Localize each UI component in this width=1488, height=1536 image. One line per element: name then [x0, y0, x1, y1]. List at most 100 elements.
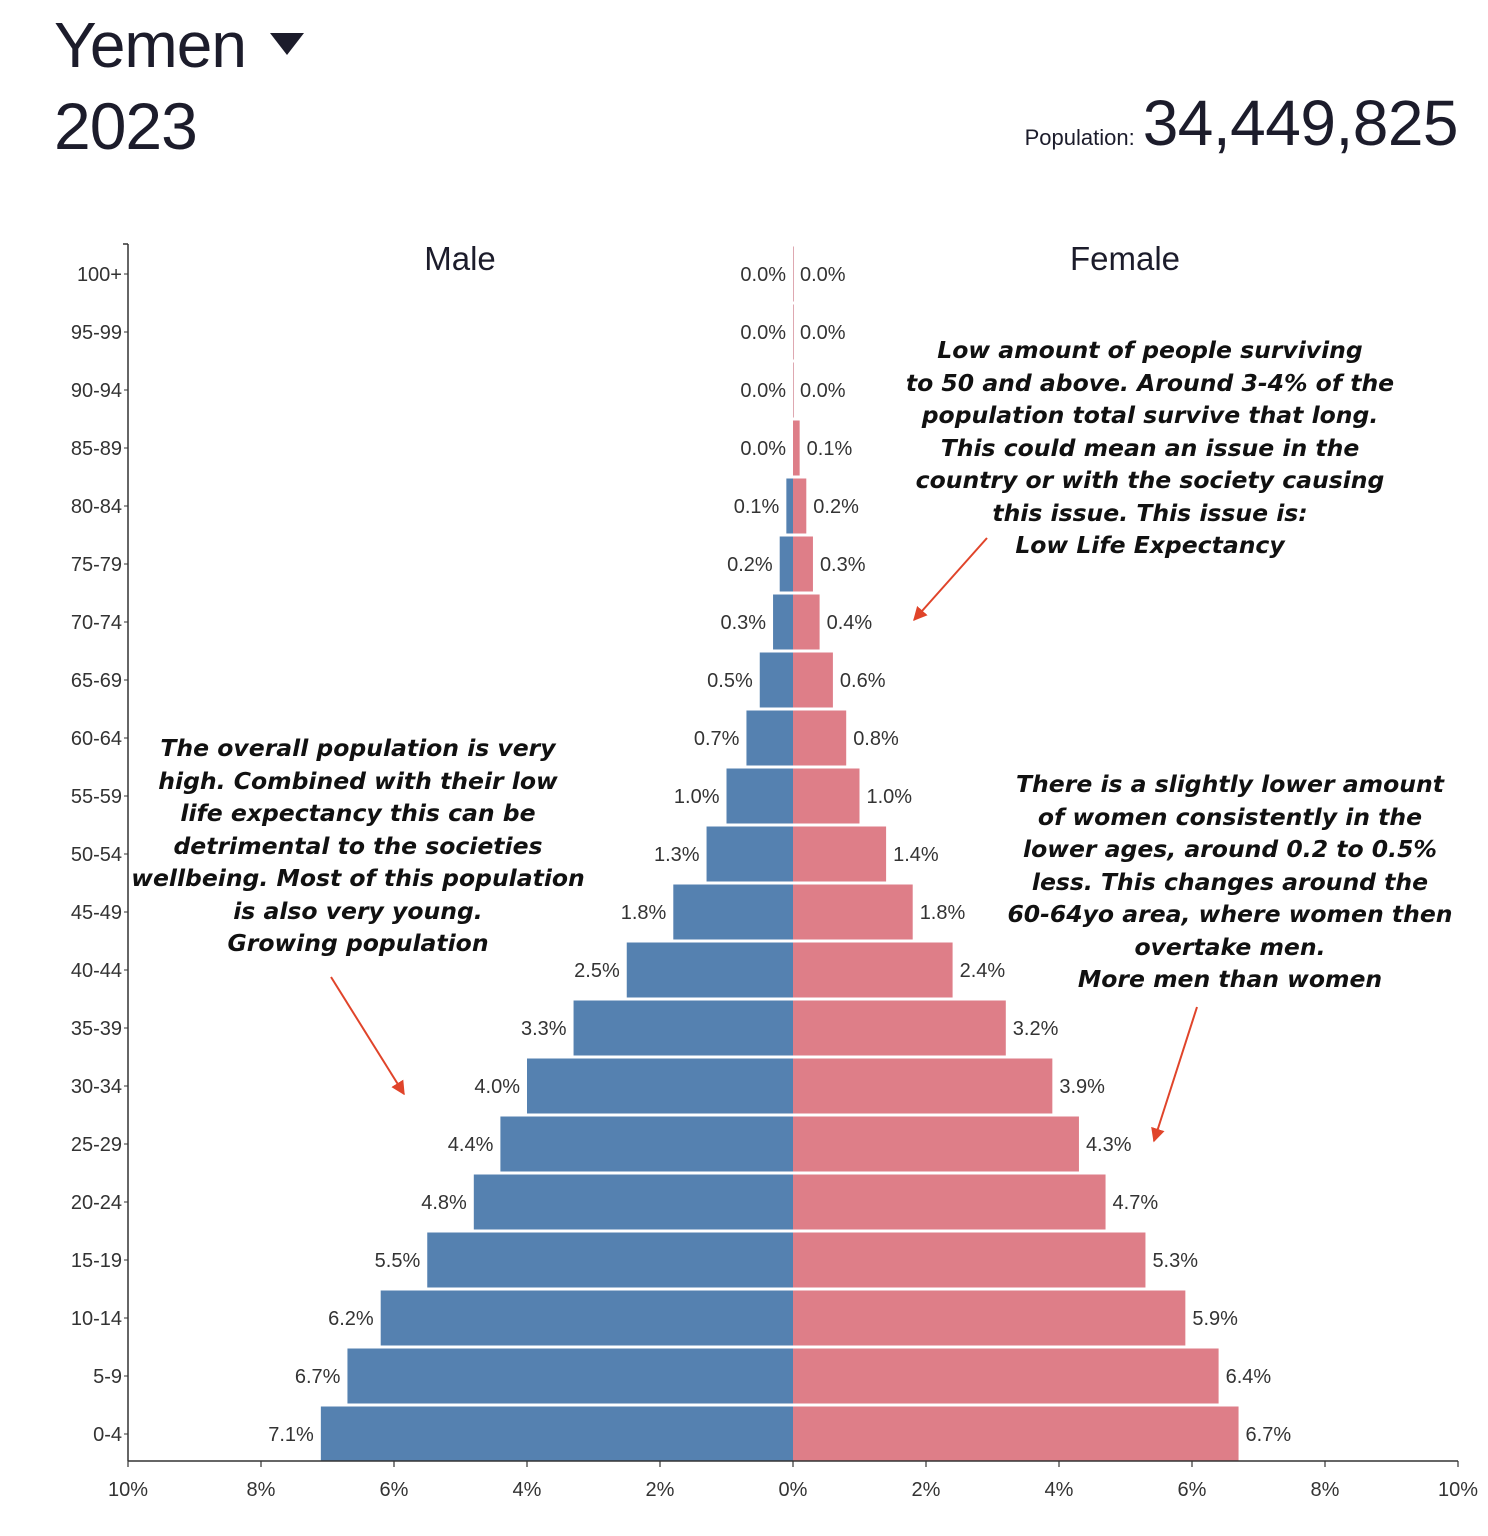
female-bar [793, 594, 820, 650]
female-bar [793, 1232, 1146, 1288]
male-value-label: 0.7% [694, 728, 740, 750]
annotation-life-expectancy: Low amount of people surviving to 50 and… [905, 336, 1395, 559]
female-bar [793, 1290, 1186, 1346]
male-bar [773, 594, 793, 650]
male-value-label: 6.2% [328, 1308, 374, 1330]
female-value-label: 0.4% [827, 612, 873, 634]
female-bar [793, 826, 887, 882]
male-value-label: 6.7% [295, 1366, 341, 1388]
life-expectancy-arrow [913, 537, 988, 622]
x-tick-label: 8% [247, 1479, 276, 1501]
male-bar [380, 1290, 793, 1346]
x-tick-label: 8% [1311, 1479, 1340, 1501]
female-value-label: 0.2% [813, 496, 859, 518]
annotation-population: The overall population is very high. Com… [131, 734, 585, 957]
age-tick-label: 60-64 [71, 728, 122, 750]
male-value-label: 0.0% [740, 438, 786, 460]
male-bar [427, 1232, 793, 1288]
female-bar [793, 884, 913, 940]
female-value-label: 5.3% [1152, 1250, 1198, 1272]
x-tick-label: 2% [646, 1479, 675, 1501]
age-tick-label: 80-84 [71, 496, 122, 518]
female-bar [793, 362, 794, 418]
female-value-label: 0.1% [807, 438, 853, 460]
male-value-label: 1.3% [654, 844, 700, 866]
female-value-label: 0.0% [800, 264, 846, 286]
male-value-label: 0.2% [727, 554, 773, 576]
x-tick-label: 2% [912, 1479, 941, 1501]
age-tick-label: 35-39 [71, 1018, 122, 1040]
male-bar [473, 1174, 793, 1230]
age-tick-label: 100+ [77, 264, 122, 286]
age-tick-label: 70-74 [71, 612, 122, 634]
male-value-label: 2.5% [574, 960, 620, 982]
x-tick-label: 4% [1045, 1479, 1074, 1501]
male-value-label: 4.8% [421, 1192, 467, 1214]
female-value-label: 4.3% [1086, 1134, 1132, 1156]
female-value-label: 4.7% [1113, 1192, 1159, 1214]
male-bar [759, 652, 793, 708]
male-bar [786, 478, 793, 534]
age-tick-label: 65-69 [71, 670, 122, 692]
female-value-label: 1.0% [867, 786, 913, 808]
male-value-label: 3.3% [521, 1018, 567, 1040]
female-value-label: 0.3% [820, 554, 866, 576]
population-value: 34,449,825 [1142, 87, 1459, 159]
male-value-label: 0.0% [740, 380, 786, 402]
female-value-label: 0.0% [800, 322, 846, 344]
female-bar [793, 246, 794, 302]
female-bar [793, 710, 847, 766]
female-bar [793, 536, 813, 592]
male-value-label: 1.8% [621, 902, 667, 924]
age-tick-label: 50-54 [71, 844, 122, 866]
male-value-label: 0.1% [734, 496, 780, 518]
male-value-label: 4.4% [448, 1134, 494, 1156]
dropdown-caret-icon[interactable] [269, 33, 304, 56]
age-tick-label: 95-99 [71, 322, 122, 344]
female-bar [793, 478, 807, 534]
female-value-label: 1.8% [920, 902, 966, 924]
female-series-title: Female [1070, 240, 1180, 277]
male-value-label: 0.0% [740, 322, 786, 344]
female-bar [793, 1174, 1106, 1230]
age-tick-label: 30-34 [71, 1076, 122, 1098]
age-tick-label: 55-59 [71, 786, 122, 808]
x-tick-label: 0% [779, 1479, 808, 1501]
female-bar [793, 1058, 1053, 1114]
male-bar [626, 942, 793, 998]
male-value-label: 0.3% [720, 612, 766, 634]
female-value-label: 0.8% [853, 728, 899, 750]
female-value-label: 5.9% [1192, 1308, 1238, 1330]
male-value-label: 5.5% [375, 1250, 421, 1272]
male-bar [573, 1000, 793, 1056]
male-bar [347, 1348, 793, 1404]
male-series-title: Male [424, 240, 496, 277]
age-tick-label: 20-24 [71, 1192, 122, 1214]
male-bar [673, 884, 793, 940]
population-label: Population: [1024, 125, 1135, 150]
female-value-label: 1.4% [893, 844, 939, 866]
female-value-label: 2.4% [960, 960, 1006, 982]
age-tick-label: 85-89 [71, 438, 122, 460]
x-tick-label: 10% [1438, 1479, 1478, 1501]
age-tick-label: 25-29 [71, 1134, 122, 1156]
country-name: Yemen [54, 9, 247, 81]
x-tick-label: 6% [380, 1479, 409, 1501]
country-selector[interactable]: Yemen [54, 8, 304, 82]
x-tick-label: 6% [1178, 1479, 1207, 1501]
annotation-gender: There is a slightly lower amount of wome… [1007, 770, 1453, 993]
male-value-label: 1.0% [674, 786, 720, 808]
male-bar [706, 826, 793, 882]
female-bar [793, 1348, 1219, 1404]
age-tick-label: 90-94 [71, 380, 122, 402]
age-tick-label: 10-14 [71, 1308, 122, 1330]
female-bar [793, 652, 833, 708]
year-label: 2023 [54, 89, 198, 163]
x-tick-label: 10% [108, 1479, 148, 1501]
female-value-label: 3.9% [1059, 1076, 1105, 1098]
population-arrow [330, 976, 405, 1096]
age-tick-label: 5-9 [93, 1366, 122, 1388]
x-tick-label: 4% [513, 1479, 542, 1501]
male-bar [500, 1116, 793, 1172]
female-bar [793, 420, 800, 476]
